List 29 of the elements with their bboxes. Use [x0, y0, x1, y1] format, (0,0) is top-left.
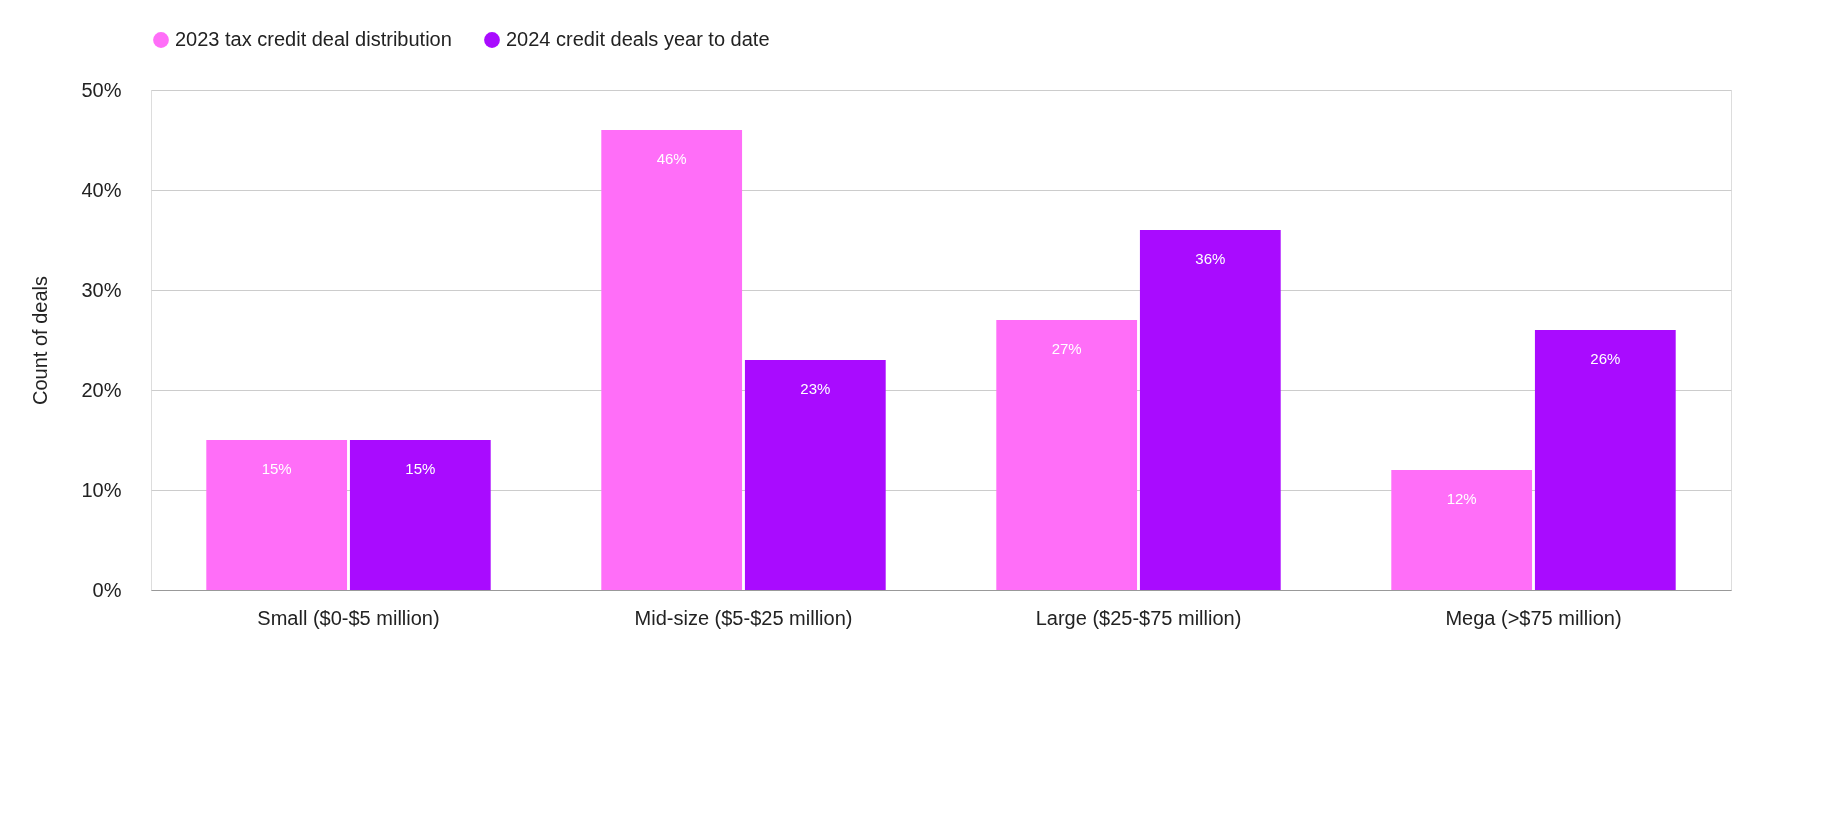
data-label: 26% [1590, 350, 1621, 367]
x-tick-label: Large ($25-$75 million) [1035, 606, 1242, 629]
y-tick-label: 40% [81, 178, 122, 201]
bar [1391, 470, 1533, 590]
data-label: 15% [261, 460, 292, 477]
y-tick-label: 10% [81, 478, 122, 501]
bar [349, 440, 491, 590]
bar [601, 130, 743, 590]
bar [744, 360, 886, 590]
y-tick-label: 30% [81, 278, 122, 301]
data-label: 12% [1446, 490, 1477, 507]
y-tick-label: 20% [81, 378, 122, 401]
bar [206, 440, 348, 590]
bar [996, 320, 1138, 590]
x-tick-label: Small ($0-$5 million) [257, 606, 440, 629]
legend-label: 2023 tax credit deal distribution [175, 28, 452, 50]
legend-label: 2024 credit deals year to date [506, 28, 770, 50]
y-axis-title: Count of deals [29, 276, 52, 405]
bar [1534, 330, 1676, 590]
x-tick-label: Mid-size ($5-$25 million) [634, 606, 853, 629]
y-tick-label: 50% [81, 78, 122, 101]
bar [1139, 230, 1281, 590]
data-label: 15% [405, 460, 436, 477]
data-label: 46% [656, 150, 687, 167]
y-tick-label: 0% [92, 578, 122, 601]
x-tick-label: Mega (>$75 million) [1445, 606, 1622, 629]
data-label: 23% [800, 380, 831, 397]
data-label: 27% [1051, 340, 1082, 357]
data-label: 36% [1195, 250, 1226, 267]
